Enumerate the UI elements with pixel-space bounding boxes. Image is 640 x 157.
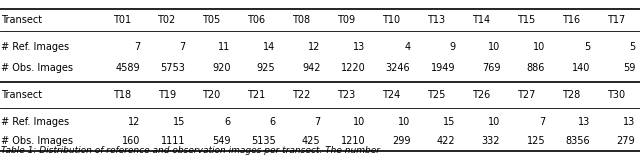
Text: T14: T14 (472, 15, 490, 25)
Text: 422: 422 (436, 136, 455, 146)
Text: T27: T27 (517, 90, 536, 100)
Text: T05: T05 (202, 15, 221, 25)
Text: Table 1: Distribution of reference and observation images per transect. The numb: Table 1: Distribution of reference and o… (1, 146, 380, 155)
Text: 925: 925 (257, 63, 275, 73)
Text: Transect: Transect (1, 90, 42, 100)
Text: T09: T09 (337, 15, 356, 25)
Text: 4: 4 (404, 42, 410, 52)
Text: 1111: 1111 (161, 136, 186, 146)
Text: T26: T26 (472, 90, 490, 100)
Text: 125: 125 (527, 136, 545, 146)
Text: # Obs. Images: # Obs. Images (1, 136, 73, 146)
Text: 59: 59 (623, 63, 635, 73)
Text: 549: 549 (212, 136, 230, 146)
Text: 5135: 5135 (251, 136, 275, 146)
Text: 10: 10 (533, 42, 545, 52)
Text: T24: T24 (382, 90, 401, 100)
Text: T10: T10 (382, 15, 401, 25)
Text: 886: 886 (527, 63, 545, 73)
Text: 299: 299 (392, 136, 410, 146)
Text: 13: 13 (623, 117, 635, 127)
Text: 12: 12 (128, 117, 141, 127)
Text: # Ref. Images: # Ref. Images (1, 42, 69, 52)
Text: 9: 9 (449, 42, 455, 52)
Text: 3246: 3246 (386, 63, 410, 73)
Text: 920: 920 (212, 63, 230, 73)
Text: T16: T16 (562, 15, 580, 25)
Text: 14: 14 (263, 42, 275, 52)
Text: # Ref. Images: # Ref. Images (1, 117, 69, 127)
Text: 8356: 8356 (566, 136, 590, 146)
Text: T15: T15 (517, 15, 536, 25)
Text: 4589: 4589 (116, 63, 141, 73)
Text: 15: 15 (443, 117, 455, 127)
Text: 10: 10 (488, 42, 500, 52)
Text: 15: 15 (173, 117, 186, 127)
Text: 7: 7 (539, 117, 545, 127)
Text: 12: 12 (308, 42, 321, 52)
Text: T23: T23 (337, 90, 356, 100)
Text: 1220: 1220 (340, 63, 365, 73)
Text: T22: T22 (292, 90, 310, 100)
Text: 1949: 1949 (431, 63, 455, 73)
Text: T06: T06 (248, 15, 266, 25)
Text: T19: T19 (157, 90, 176, 100)
Text: 279: 279 (616, 136, 635, 146)
Text: 7: 7 (314, 117, 321, 127)
Text: 7: 7 (134, 42, 141, 52)
Text: 942: 942 (302, 63, 321, 73)
Text: 6: 6 (225, 117, 230, 127)
Text: T08: T08 (292, 15, 310, 25)
Text: T01: T01 (113, 15, 131, 25)
Text: 425: 425 (302, 136, 321, 146)
Text: 769: 769 (482, 63, 500, 73)
Text: T21: T21 (248, 90, 266, 100)
Text: 160: 160 (122, 136, 141, 146)
Text: 10: 10 (398, 117, 410, 127)
Text: T02: T02 (157, 15, 176, 25)
Text: 10: 10 (488, 117, 500, 127)
Text: 140: 140 (572, 63, 590, 73)
Text: 7: 7 (179, 42, 186, 52)
Text: T25: T25 (428, 90, 445, 100)
Text: T17: T17 (607, 15, 625, 25)
Text: 10: 10 (353, 117, 365, 127)
Text: 6: 6 (269, 117, 275, 127)
Text: T20: T20 (202, 90, 221, 100)
Text: T13: T13 (428, 15, 445, 25)
Text: 11: 11 (218, 42, 230, 52)
Text: 5: 5 (629, 42, 635, 52)
Text: 13: 13 (353, 42, 365, 52)
Text: T28: T28 (562, 90, 580, 100)
Text: 1210: 1210 (340, 136, 365, 146)
Text: 13: 13 (578, 117, 590, 127)
Text: # Obs. Images: # Obs. Images (1, 63, 73, 73)
Text: 5753: 5753 (161, 63, 186, 73)
Text: 5: 5 (584, 42, 590, 52)
Text: T30: T30 (607, 90, 625, 100)
Text: 332: 332 (482, 136, 500, 146)
Text: Transect: Transect (1, 15, 42, 25)
Text: T18: T18 (113, 90, 131, 100)
